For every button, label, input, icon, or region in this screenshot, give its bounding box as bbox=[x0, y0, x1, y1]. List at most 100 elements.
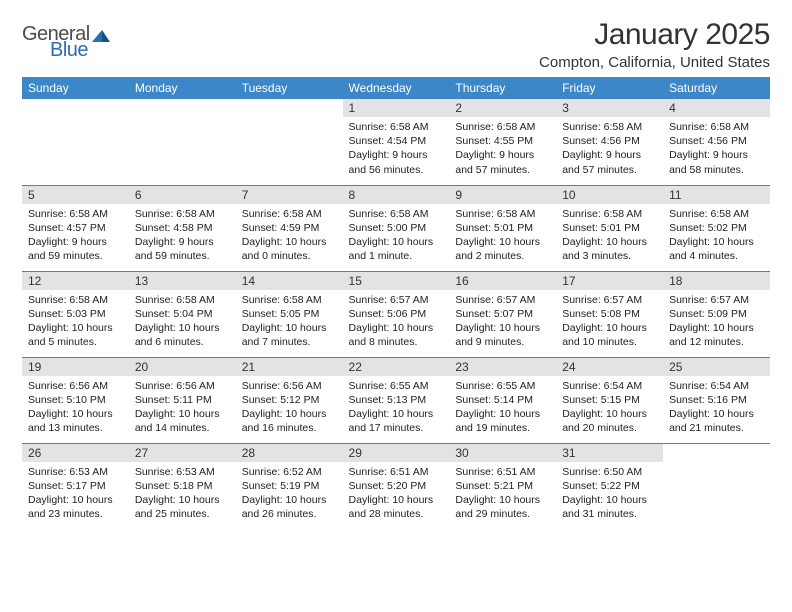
day-details: Sunrise: 6:58 AMSunset: 4:56 PMDaylight:… bbox=[556, 117, 663, 183]
calendar-cell: 5Sunrise: 6:58 AMSunset: 4:57 PMDaylight… bbox=[22, 185, 129, 271]
day-details: Sunrise: 6:52 AMSunset: 5:19 PMDaylight:… bbox=[236, 462, 343, 528]
day-details: Sunrise: 6:58 AMSunset: 5:01 PMDaylight:… bbox=[449, 204, 556, 270]
calendar-cell: 27Sunrise: 6:53 AMSunset: 5:18 PMDayligh… bbox=[129, 443, 236, 529]
day-number bbox=[663, 444, 770, 462]
day-number: 31 bbox=[556, 444, 663, 462]
day-details: Sunrise: 6:50 AMSunset: 5:22 PMDaylight:… bbox=[556, 462, 663, 528]
day-number: 15 bbox=[343, 272, 450, 290]
calendar-week-row: 26Sunrise: 6:53 AMSunset: 5:17 PMDayligh… bbox=[22, 443, 770, 529]
calendar-cell bbox=[663, 443, 770, 529]
calendar-cell: 19Sunrise: 6:56 AMSunset: 5:10 PMDayligh… bbox=[22, 357, 129, 443]
day-number bbox=[236, 99, 343, 117]
day-number: 26 bbox=[22, 444, 129, 462]
calendar-cell: 25Sunrise: 6:54 AMSunset: 5:16 PMDayligh… bbox=[663, 357, 770, 443]
day-number: 3 bbox=[556, 99, 663, 117]
calendar-cell: 30Sunrise: 6:51 AMSunset: 5:21 PMDayligh… bbox=[449, 443, 556, 529]
day-number: 20 bbox=[129, 358, 236, 376]
calendar-week-row: 12Sunrise: 6:58 AMSunset: 5:03 PMDayligh… bbox=[22, 271, 770, 357]
location-text: Compton, California, United States bbox=[539, 54, 770, 71]
calendar-body: 1Sunrise: 6:58 AMSunset: 4:54 PMDaylight… bbox=[22, 99, 770, 529]
day-number: 6 bbox=[129, 186, 236, 204]
day-details: Sunrise: 6:57 AMSunset: 5:07 PMDaylight:… bbox=[449, 290, 556, 356]
day-number: 10 bbox=[556, 186, 663, 204]
day-header: Wednesday bbox=[343, 77, 450, 99]
calendar-cell: 4Sunrise: 6:58 AMSunset: 4:56 PMDaylight… bbox=[663, 99, 770, 185]
calendar-cell: 8Sunrise: 6:58 AMSunset: 5:00 PMDaylight… bbox=[343, 185, 450, 271]
calendar-cell: 7Sunrise: 6:58 AMSunset: 4:59 PMDaylight… bbox=[236, 185, 343, 271]
day-details: Sunrise: 6:58 AMSunset: 4:56 PMDaylight:… bbox=[663, 117, 770, 183]
day-number: 2 bbox=[449, 99, 556, 117]
calendar-cell: 14Sunrise: 6:58 AMSunset: 5:05 PMDayligh… bbox=[236, 271, 343, 357]
day-details: Sunrise: 6:58 AMSunset: 4:57 PMDaylight:… bbox=[22, 204, 129, 270]
day-number: 24 bbox=[556, 358, 663, 376]
day-header: Thursday bbox=[449, 77, 556, 99]
day-details: Sunrise: 6:58 AMSunset: 5:01 PMDaylight:… bbox=[556, 204, 663, 270]
calendar-cell: 17Sunrise: 6:57 AMSunset: 5:08 PMDayligh… bbox=[556, 271, 663, 357]
day-details: Sunrise: 6:58 AMSunset: 4:55 PMDaylight:… bbox=[449, 117, 556, 183]
calendar-cell bbox=[236, 99, 343, 185]
day-details: Sunrise: 6:58 AMSunset: 4:54 PMDaylight:… bbox=[343, 117, 450, 183]
calendar-page: GeneralBlue January 2025 Compton, Califo… bbox=[0, 0, 792, 529]
day-details: Sunrise: 6:58 AMSunset: 5:03 PMDaylight:… bbox=[22, 290, 129, 356]
calendar-cell: 11Sunrise: 6:58 AMSunset: 5:02 PMDayligh… bbox=[663, 185, 770, 271]
title-block: January 2025 Compton, California, United… bbox=[539, 18, 770, 71]
day-number: 22 bbox=[343, 358, 450, 376]
day-header: Friday bbox=[556, 77, 663, 99]
day-number: 23 bbox=[449, 358, 556, 376]
calendar-cell: 21Sunrise: 6:56 AMSunset: 5:12 PMDayligh… bbox=[236, 357, 343, 443]
day-number: 7 bbox=[236, 186, 343, 204]
day-details: Sunrise: 6:55 AMSunset: 5:14 PMDaylight:… bbox=[449, 376, 556, 442]
day-number: 11 bbox=[663, 186, 770, 204]
day-number: 16 bbox=[449, 272, 556, 290]
day-number: 28 bbox=[236, 444, 343, 462]
calendar-cell bbox=[129, 99, 236, 185]
calendar-cell: 3Sunrise: 6:58 AMSunset: 4:56 PMDaylight… bbox=[556, 99, 663, 185]
calendar-cell: 9Sunrise: 6:58 AMSunset: 5:01 PMDaylight… bbox=[449, 185, 556, 271]
month-title: January 2025 bbox=[539, 18, 770, 52]
day-number: 5 bbox=[22, 186, 129, 204]
day-details: Sunrise: 6:56 AMSunset: 5:10 PMDaylight:… bbox=[22, 376, 129, 442]
day-details: Sunrise: 6:58 AMSunset: 5:05 PMDaylight:… bbox=[236, 290, 343, 356]
day-number: 19 bbox=[22, 358, 129, 376]
day-number: 18 bbox=[663, 272, 770, 290]
day-number bbox=[129, 99, 236, 117]
day-details: Sunrise: 6:53 AMSunset: 5:17 PMDaylight:… bbox=[22, 462, 129, 528]
calendar-cell: 31Sunrise: 6:50 AMSunset: 5:22 PMDayligh… bbox=[556, 443, 663, 529]
calendar-cell: 2Sunrise: 6:58 AMSunset: 4:55 PMDaylight… bbox=[449, 99, 556, 185]
calendar-cell: 13Sunrise: 6:58 AMSunset: 5:04 PMDayligh… bbox=[129, 271, 236, 357]
calendar-week-row: 5Sunrise: 6:58 AMSunset: 4:57 PMDaylight… bbox=[22, 185, 770, 271]
day-number: 4 bbox=[663, 99, 770, 117]
calendar-cell: 29Sunrise: 6:51 AMSunset: 5:20 PMDayligh… bbox=[343, 443, 450, 529]
day-details: Sunrise: 6:51 AMSunset: 5:21 PMDaylight:… bbox=[449, 462, 556, 528]
day-details: Sunrise: 6:56 AMSunset: 5:11 PMDaylight:… bbox=[129, 376, 236, 442]
day-number: 25 bbox=[663, 358, 770, 376]
day-header: Monday bbox=[129, 77, 236, 99]
day-details: Sunrise: 6:58 AMSunset: 5:04 PMDaylight:… bbox=[129, 290, 236, 356]
calendar-cell: 23Sunrise: 6:55 AMSunset: 5:14 PMDayligh… bbox=[449, 357, 556, 443]
day-details: Sunrise: 6:56 AMSunset: 5:12 PMDaylight:… bbox=[236, 376, 343, 442]
day-number: 1 bbox=[343, 99, 450, 117]
calendar-week-row: 19Sunrise: 6:56 AMSunset: 5:10 PMDayligh… bbox=[22, 357, 770, 443]
day-details: Sunrise: 6:51 AMSunset: 5:20 PMDaylight:… bbox=[343, 462, 450, 528]
calendar-cell: 18Sunrise: 6:57 AMSunset: 5:09 PMDayligh… bbox=[663, 271, 770, 357]
brand-logo: GeneralBlue bbox=[22, 24, 110, 60]
day-details: Sunrise: 6:58 AMSunset: 4:58 PMDaylight:… bbox=[129, 204, 236, 270]
calendar-week-row: 1Sunrise: 6:58 AMSunset: 4:54 PMDaylight… bbox=[22, 99, 770, 185]
day-number: 8 bbox=[343, 186, 450, 204]
day-details: Sunrise: 6:54 AMSunset: 5:16 PMDaylight:… bbox=[663, 376, 770, 442]
calendar-cell: 1Sunrise: 6:58 AMSunset: 4:54 PMDaylight… bbox=[343, 99, 450, 185]
day-number: 30 bbox=[449, 444, 556, 462]
day-number: 17 bbox=[556, 272, 663, 290]
calendar-cell: 6Sunrise: 6:58 AMSunset: 4:58 PMDaylight… bbox=[129, 185, 236, 271]
day-number: 9 bbox=[449, 186, 556, 204]
day-number: 12 bbox=[22, 272, 129, 290]
calendar-cell: 12Sunrise: 6:58 AMSunset: 5:03 PMDayligh… bbox=[22, 271, 129, 357]
day-number: 21 bbox=[236, 358, 343, 376]
day-number: 13 bbox=[129, 272, 236, 290]
calendar-header-row: SundayMondayTuesdayWednesdayThursdayFrid… bbox=[22, 77, 770, 99]
logo-text-blue: Blue bbox=[50, 40, 110, 60]
day-details: Sunrise: 6:58 AMSunset: 4:59 PMDaylight:… bbox=[236, 204, 343, 270]
calendar-cell: 16Sunrise: 6:57 AMSunset: 5:07 PMDayligh… bbox=[449, 271, 556, 357]
day-number: 27 bbox=[129, 444, 236, 462]
day-details: Sunrise: 6:58 AMSunset: 5:00 PMDaylight:… bbox=[343, 204, 450, 270]
